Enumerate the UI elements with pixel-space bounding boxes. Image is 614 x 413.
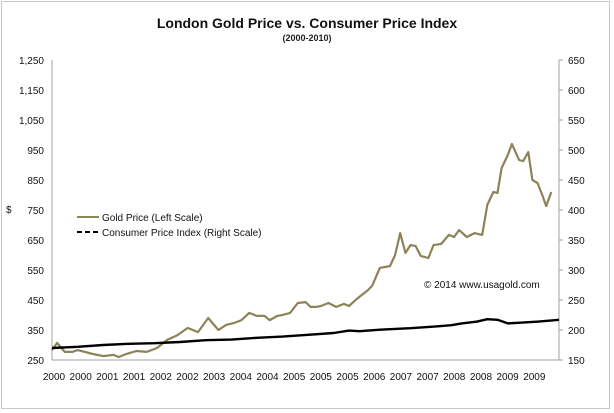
y-right-tick-label: 350 (568, 236, 585, 247)
chart-title: London Gold Price vs. Consumer Price Ind… (156, 15, 458, 31)
y-left-tick-label: 850 (27, 176, 44, 187)
y-left-tick-label: 250 (27, 356, 44, 367)
y-right-tick-label: 300 (568, 266, 585, 277)
legend-gold-label: Gold Price (Left Scale) (102, 213, 203, 224)
y-left-tick-label: 1,150 (19, 86, 44, 97)
y-right-tick-label: 600 (568, 86, 585, 97)
x-tick-label: 2005 (310, 372, 333, 383)
x-tick-label: 2001 (123, 372, 146, 383)
y-right-tick-label: 550 (568, 116, 585, 127)
gold-price-line (51, 142, 553, 359)
y-left-tick-label: 450 (27, 296, 44, 307)
x-tick-label: 2002 (176, 372, 199, 383)
x-tick-label: 2004 (230, 372, 253, 383)
x-tick-label: 2008 (470, 372, 493, 383)
y-right-tick-label: 150 (568, 356, 585, 367)
x-tick-label: 2004 (256, 372, 279, 383)
y-left-tick-label: 550 (27, 266, 44, 277)
y-right-tick-label: 200 (568, 326, 585, 337)
chart-frame (1, 1, 610, 409)
axes: 250 350 450 550 650 750 850 950 1,050 1,150 1,250 1… (19, 56, 585, 383)
y-left-tick-label: 950 (27, 146, 44, 157)
x-tick-label: 2001 (96, 372, 119, 383)
y-left-tick-label: 650 (27, 236, 44, 247)
y-left-tick-label: 350 (27, 326, 44, 337)
y-axis-label: $ (6, 205, 12, 216)
cpi-line (51, 318, 560, 350)
y-right-tick-label: 250 (568, 296, 585, 307)
x-tick-label: 2007 (390, 372, 413, 383)
x-tick-label: 2000 (43, 372, 66, 383)
x-tick-label: 2007 (416, 372, 439, 383)
x-tick-label: 2005 (336, 372, 359, 383)
x-tick-label: 2006 (363, 372, 386, 383)
y-left-tick-label: 750 (27, 206, 44, 217)
series-lines (51, 142, 560, 359)
x-tick-label: 2005 (283, 372, 306, 383)
legend-cpi-label: Consumer Price Index (Right Scale) (102, 228, 262, 239)
copyright-annotation: © 2014 www.usagold.com (424, 280, 540, 291)
y-right-tick-label: 500 (568, 146, 585, 157)
x-tick-label: 2009 (523, 372, 546, 383)
x-tick-label: 2009 (497, 372, 520, 383)
y-right-tick-label: 450 (568, 176, 585, 187)
y-right-tick-label: 400 (568, 206, 585, 217)
x-tick-label: 2000 (70, 372, 93, 383)
y-right-tick-label: 650 (568, 56, 585, 67)
x-tick-label: 2002 (150, 372, 173, 383)
y-left-tick-label: 1,050 (19, 116, 44, 127)
x-tick-label: 2008 (443, 372, 466, 383)
legend: Gold Price (Left Scale) Consumer Price In… (77, 213, 262, 239)
x-tick-label: 2003 (203, 372, 226, 383)
y-left-tick-label: 1,250 (19, 56, 44, 67)
chart-subtitle: (2000-2010) (282, 33, 332, 43)
